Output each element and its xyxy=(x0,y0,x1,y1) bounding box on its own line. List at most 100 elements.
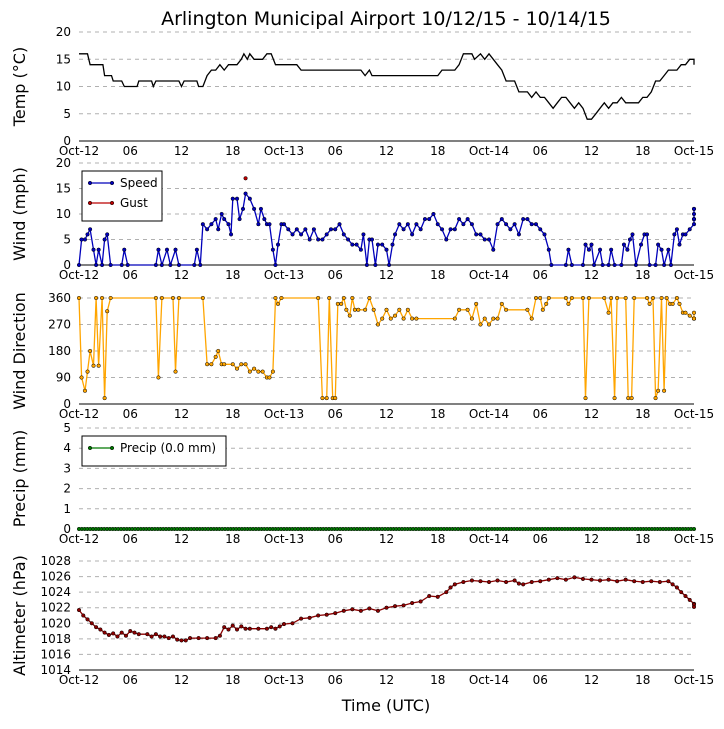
data-point-alt xyxy=(222,625,227,630)
data-point-alt xyxy=(299,616,304,621)
data-point-wind xyxy=(222,217,227,222)
data-point-wind xyxy=(529,222,534,227)
x-tick-label-wdir: 06 xyxy=(533,407,548,421)
data-point-wind xyxy=(387,262,392,268)
data-point-wind xyxy=(606,262,611,268)
y-axis-label-precip: Precip (mm) xyxy=(10,430,29,528)
data-point-wind xyxy=(418,227,423,232)
x-tick-label-temp: 12 xyxy=(174,144,189,158)
x-tick-label-temp: 06 xyxy=(328,144,343,158)
x-tick-label-alt: 06 xyxy=(123,673,138,687)
data-point-alt xyxy=(679,590,684,595)
data-point-wdir xyxy=(350,295,355,301)
x-axis-label: Time (UTC) xyxy=(341,696,430,715)
data-point-wdir xyxy=(339,301,344,306)
y-tick-label-alt: 1018 xyxy=(40,632,71,646)
data-point-wind xyxy=(549,262,554,268)
data-point-wind xyxy=(525,217,530,222)
data-point-wind xyxy=(192,262,197,268)
data-point-wind xyxy=(633,262,638,268)
data-point-wind xyxy=(691,211,697,217)
data-point-wind xyxy=(401,227,406,232)
data-point-wdir xyxy=(327,295,332,301)
data-point-alt xyxy=(98,627,103,632)
data-point-wdir xyxy=(159,295,164,301)
x-tick-label-wdir: 06 xyxy=(123,407,138,421)
y-tick-label-alt: 1024 xyxy=(40,585,71,599)
data-point-wind xyxy=(516,232,521,237)
data-point-alt xyxy=(516,581,521,586)
data-point-wdir xyxy=(102,396,107,401)
data-point-wind xyxy=(521,217,526,222)
data-point-wind xyxy=(392,232,398,237)
x-tick-label-precip: 12 xyxy=(584,532,599,546)
data-point-alt xyxy=(358,608,363,613)
data-point-wind xyxy=(478,232,483,237)
data-point-alt xyxy=(111,631,116,636)
data-point-alt xyxy=(632,579,637,584)
x-tick-label-alt: Oct-12 xyxy=(59,673,99,687)
data-point-wdir xyxy=(452,316,457,321)
data-point-alt xyxy=(687,597,692,602)
data-point-wind xyxy=(580,262,586,268)
x-tick-label-alt: 12 xyxy=(379,673,394,687)
data-point-alt xyxy=(324,612,329,617)
data-point-wdir xyxy=(659,295,664,301)
data-point-wind xyxy=(350,242,355,247)
x-tick-label-wind: Oct-14 xyxy=(469,268,509,282)
data-point-wind xyxy=(354,242,359,247)
data-point-alt xyxy=(683,593,688,599)
data-point-wind xyxy=(240,206,246,211)
data-point-wind xyxy=(105,232,110,237)
data-point-wdir xyxy=(316,295,321,301)
data-point-wind xyxy=(674,227,679,232)
data-point-wind xyxy=(198,262,203,268)
data-point-wind xyxy=(294,227,299,232)
data-point-alt xyxy=(555,576,560,581)
data-point-wdir xyxy=(691,316,697,321)
data-point-wind xyxy=(495,222,500,227)
data-point-wdir xyxy=(88,348,93,354)
data-point-wdir xyxy=(495,316,500,321)
x-tick-label-wind: 18 xyxy=(635,268,650,282)
data-point-wdir xyxy=(384,307,389,312)
data-point-wdir xyxy=(606,310,611,315)
x-tick-label-alt: 18 xyxy=(225,673,240,687)
y-tick-label-wind: 10 xyxy=(56,207,71,221)
y-axis-label-temp: Temp (°C) xyxy=(10,47,29,127)
data-point-alt xyxy=(461,579,466,585)
data-point-wdir xyxy=(580,295,586,301)
x-tick-label-temp: 18 xyxy=(225,144,240,158)
data-point-alt xyxy=(239,624,244,629)
data-point-wind xyxy=(405,222,410,227)
data-point-wdir xyxy=(173,369,178,374)
data-point-wind xyxy=(219,211,224,217)
data-point-wdir xyxy=(563,295,568,301)
data-point-wdir xyxy=(234,366,240,371)
x-tick-label-precip: 06 xyxy=(328,532,343,546)
data-point-wdir xyxy=(474,301,479,306)
x-tick-label-temp: Oct-15 xyxy=(674,144,714,158)
data-point-wind xyxy=(644,232,650,237)
data-point-alt xyxy=(597,578,603,583)
data-point-wdir xyxy=(243,362,248,367)
data-point-wind xyxy=(200,222,205,227)
data-point-wind xyxy=(324,232,329,237)
data-point-wdir xyxy=(100,295,105,301)
data-point-alt xyxy=(136,632,141,637)
data-point-wdir xyxy=(176,295,181,301)
legend-marker-wind xyxy=(87,200,93,206)
legend-marker-precip xyxy=(87,445,93,451)
data-point-alt xyxy=(691,604,697,609)
data-point-wind xyxy=(656,242,661,247)
data-point-wdir xyxy=(222,362,227,367)
data-point-wdir xyxy=(324,396,329,401)
data-point-wdir xyxy=(105,309,110,314)
data-point-alt xyxy=(589,577,594,582)
x-tick-label-alt: Oct-15 xyxy=(674,673,714,687)
data-point-wdir xyxy=(469,316,474,321)
data-point-alt xyxy=(170,634,176,639)
data-point-wdir xyxy=(267,375,272,380)
data-point-wind xyxy=(299,232,304,237)
data-point-wdir xyxy=(76,295,82,301)
